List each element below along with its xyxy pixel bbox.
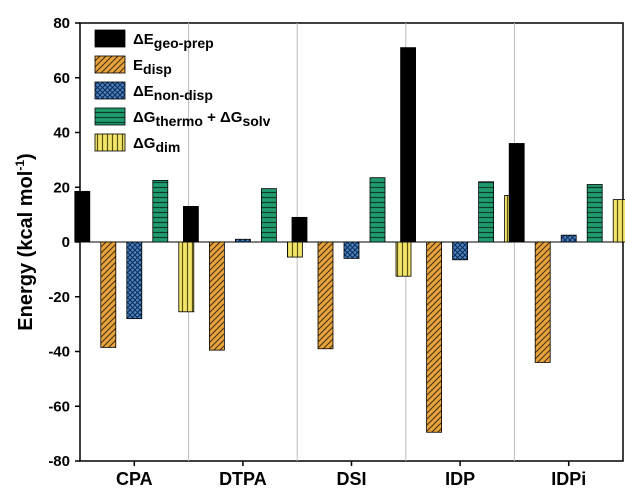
legend-label-1: ΔEgeo-prep (133, 31, 214, 51)
y-tick-label: -20 (48, 289, 70, 306)
y-axis: -80 -60 -40 -20 0 20 40 60 80 (48, 15, 80, 470)
x-axis: CPA DTPA DSI IDP IDPi (116, 461, 586, 489)
bar-cpa-series-3 (126, 241, 143, 320)
bar-idpi-series-4 (586, 184, 603, 243)
bars-group (74, 47, 625, 433)
legend-swatch-5 (94, 133, 126, 152)
bar-idp-series-1 (400, 47, 417, 243)
legend-swatch-1 (94, 29, 126, 48)
bar-dsi-series-1 (291, 216, 308, 243)
bar-dsi-series-2 (317, 241, 334, 350)
legend-label-3: ΔEnon-disp (133, 83, 213, 103)
bar-cpa-series-5 (178, 241, 195, 313)
bar-idp-series-2 (426, 241, 443, 433)
x-tick-label-idp: IDP (445, 469, 475, 489)
y-tick-label: -80 (48, 453, 70, 470)
x-tick-label-dsi: DSI (336, 469, 366, 489)
y-tick-label: 40 (53, 125, 70, 142)
legend-label-4: ΔGthermo + ΔGsolv (133, 109, 271, 129)
bar-dsi-series-3 (343, 241, 360, 259)
legend: ΔEgeo-prep Edisp ΔEnon-disp ΔGthermo + ΔGso… (94, 29, 271, 155)
bar-idp-series-4 (478, 181, 495, 243)
y-tick-label: 0 (62, 234, 70, 251)
y-axis-title: Energy (kcal mol-1) (13, 153, 37, 330)
x-tick-label-cpa: CPA (116, 469, 153, 489)
x-tick-label-dtpa: DTPA (219, 469, 267, 489)
legend-label-5: ΔGdim (133, 135, 180, 155)
legend-label-2: Edisp (133, 57, 172, 77)
bar-idp-series-3 (452, 241, 469, 261)
bar-dtpa-series-1 (182, 206, 199, 243)
y-tick-label: 80 (53, 15, 70, 32)
bar-cpa-series-2 (100, 241, 117, 348)
bar-idpi-series-1 (508, 143, 525, 243)
legend-swatch-2 (94, 55, 126, 74)
bar-dtpa-series-5 (286, 241, 303, 258)
y-axis-title-main: Energy (kcal mol (15, 171, 37, 331)
legend-swatch-4 (94, 107, 126, 126)
bar-idpi-series-5 (612, 199, 625, 243)
bar-dtpa-series-2 (208, 241, 225, 351)
bar-dtpa-series-4 (260, 188, 277, 243)
y-tick-label: -40 (48, 344, 70, 361)
y-tick-label: -60 (48, 398, 70, 415)
bar-idpi-series-2 (534, 241, 551, 363)
bar-dtpa-series-3 (234, 238, 251, 243)
bar-cpa-series-1 (74, 190, 91, 243)
bar-idpi-series-3 (560, 234, 577, 243)
legend-swatch-3 (94, 81, 126, 100)
y-tick-label: 20 (53, 179, 70, 196)
y-axis-title-end: ) (15, 153, 37, 160)
bar-cpa-series-4 (152, 180, 169, 243)
bar-dsi-series-4 (369, 177, 386, 243)
y-axis-title-superscript: -1 (13, 160, 27, 171)
y-tick-label: 60 (53, 70, 70, 87)
x-tick-label-idpi: IDPi (551, 469, 586, 489)
bar-dsi-series-5 (395, 241, 412, 277)
